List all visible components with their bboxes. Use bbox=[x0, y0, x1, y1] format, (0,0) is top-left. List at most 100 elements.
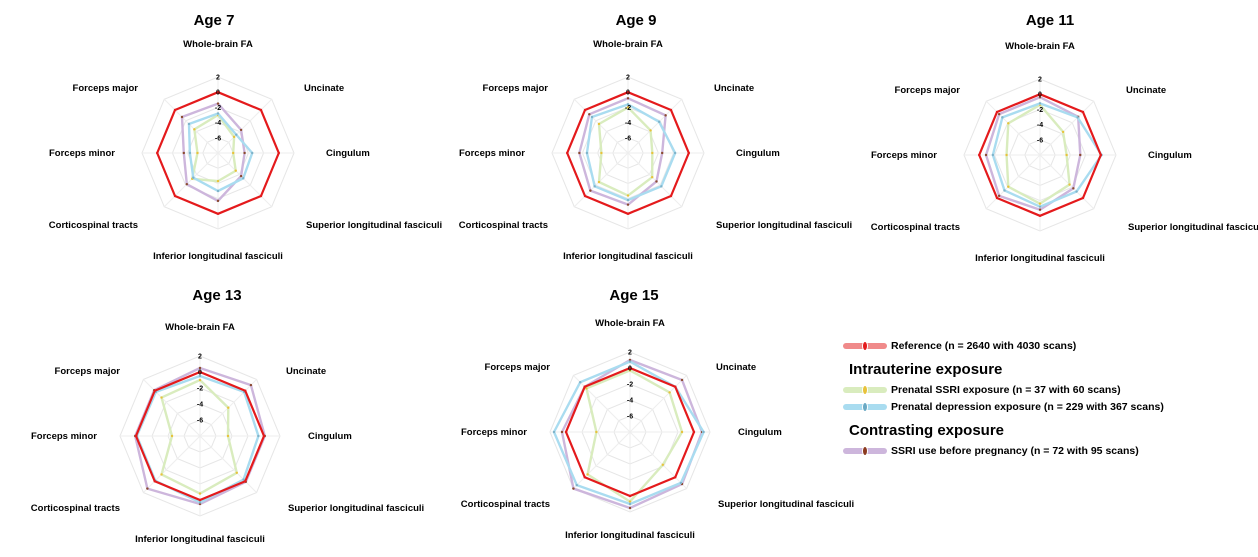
axis-label-forceps-minor: Forceps minor bbox=[459, 148, 525, 159]
data-point bbox=[234, 169, 237, 172]
data-point bbox=[216, 91, 220, 94]
data-point bbox=[259, 108, 263, 112]
grid-spoke bbox=[143, 435, 201, 493]
tick-label: -2 bbox=[625, 105, 631, 112]
data-point bbox=[564, 430, 568, 434]
data-point bbox=[583, 476, 586, 479]
data-point bbox=[626, 97, 630, 100]
axis-label-whole-brain-fa: Whole-brain FA bbox=[165, 322, 235, 333]
data-point bbox=[1007, 185, 1010, 188]
panel-title: Age 15 bbox=[609, 287, 658, 304]
data-point bbox=[680, 378, 684, 382]
data-point bbox=[628, 366, 632, 370]
data-point bbox=[198, 501, 202, 504]
legend-label-depression: Prenatal depression exposure (n = 229 wi… bbox=[891, 400, 1164, 413]
radar-panel-age-11: Age 11 2 0 -2 -4 -6 Whole-brain FA Uncinate Cing… bbox=[871, 12, 1258, 264]
data-point bbox=[628, 494, 632, 498]
data-point bbox=[242, 177, 245, 180]
data-point bbox=[1061, 130, 1065, 134]
data-point bbox=[1038, 214, 1042, 217]
legend: Reference (n = 2640 with 4030 scans) Int… bbox=[843, 337, 1253, 459]
axis-label-whole-brain-fa: Whole-brain FA bbox=[183, 39, 253, 50]
data-point bbox=[661, 151, 664, 155]
grid-spoke bbox=[1039, 100, 1095, 156]
data-point bbox=[588, 113, 591, 116]
data-point bbox=[1076, 116, 1079, 119]
data-point bbox=[1081, 110, 1085, 114]
data-point bbox=[192, 176, 195, 179]
data-point bbox=[156, 151, 159, 155]
tick-label: -4 bbox=[215, 120, 221, 127]
axis-label-cingulum: Cingulum bbox=[1148, 150, 1192, 161]
data-point bbox=[664, 114, 667, 117]
grid-spoke bbox=[629, 431, 687, 489]
panel-title: Age 11 bbox=[1026, 12, 1074, 29]
data-point bbox=[626, 198, 630, 202]
data-point bbox=[702, 430, 705, 434]
data-point bbox=[134, 434, 138, 438]
axis-label-uncinate: Uncinate bbox=[714, 83, 754, 94]
data-point bbox=[583, 108, 587, 112]
data-point bbox=[572, 487, 575, 490]
tick-label: -2 bbox=[627, 382, 633, 389]
data-point bbox=[216, 199, 220, 203]
grid-spoke bbox=[573, 152, 629, 208]
data-point bbox=[193, 128, 196, 131]
data-point bbox=[198, 378, 202, 382]
grid-spoke bbox=[573, 431, 631, 489]
axis-label-inferior-longitudinal-fasciculi: Inferior longitudinal fasciculi bbox=[975, 253, 1105, 264]
radar-panel-age-9: Age 9 2 0 -2 -4 -6 Whole-brain FA Uncinate Cingu… bbox=[459, 12, 852, 262]
data-point bbox=[216, 102, 220, 105]
data-point bbox=[552, 430, 556, 434]
data-point bbox=[1065, 153, 1068, 157]
tick-label: -4 bbox=[625, 120, 631, 127]
tick-label: 0 bbox=[628, 366, 632, 373]
data-point bbox=[1038, 208, 1042, 211]
tick-label: 2 bbox=[628, 350, 632, 357]
data-point bbox=[170, 434, 174, 438]
grid-spoke bbox=[985, 100, 1041, 156]
data-point bbox=[600, 151, 603, 155]
radar-panel-age-7: Age 7 2 0 -2 -4 -6 Whole-brain FA Uncinate Cingu… bbox=[49, 12, 442, 262]
axis-label-whole-brain-fa: Whole-brain FA bbox=[1005, 41, 1075, 52]
axis-label-forceps-minor: Forceps minor bbox=[31, 431, 97, 442]
tick-label: 2 bbox=[198, 354, 202, 361]
data-point bbox=[673, 151, 677, 155]
data-point bbox=[277, 151, 280, 155]
data-point bbox=[262, 434, 266, 438]
data-point bbox=[173, 194, 177, 198]
grid-spoke bbox=[627, 152, 683, 208]
data-point bbox=[1038, 96, 1042, 99]
data-point bbox=[249, 383, 253, 387]
axis-label-forceps-major: Forceps major bbox=[895, 85, 961, 96]
data-point bbox=[595, 430, 598, 434]
panel-title: Age 13 bbox=[192, 287, 241, 304]
data-point bbox=[626, 91, 630, 94]
tick-label: -4 bbox=[197, 402, 203, 409]
axis-label-superior-longitudinal-fasciculi: Superior longitudinal fasciculi bbox=[306, 220, 442, 231]
data-point bbox=[1038, 202, 1042, 205]
axis-label-forceps-minor: Forceps minor bbox=[461, 427, 527, 438]
data-point bbox=[578, 151, 581, 155]
axis-label-uncinate: Uncinate bbox=[716, 362, 756, 373]
legend-item-ssri: Prenatal SSRI exposure (n = 37 with 60 s… bbox=[843, 381, 1253, 398]
grid-spoke bbox=[163, 152, 219, 208]
data-point bbox=[669, 108, 673, 112]
data-point bbox=[1075, 190, 1078, 193]
axis-label-cingulum: Cingulum bbox=[326, 148, 370, 159]
ssri-swatch-icon bbox=[843, 384, 887, 395]
ssri-swatch-dot bbox=[862, 384, 868, 395]
axis-label-inferior-longitudinal-fasciculi: Inferior longitudinal fasciculi bbox=[135, 534, 265, 545]
radar-panel-age-13: Age 13 2 0 -2 -4 -6 Whole-brain FA Uncinate Cing… bbox=[31, 287, 424, 545]
data-point bbox=[680, 430, 684, 434]
data-point bbox=[188, 151, 192, 155]
data-point bbox=[198, 492, 202, 495]
data-point bbox=[628, 506, 632, 510]
data-point bbox=[997, 194, 1001, 198]
radar-panel-age-15: Age 15 2 0 -2 -4 -6 Whole-brain FA Uncinate Cing… bbox=[461, 287, 854, 541]
data-point bbox=[1068, 183, 1071, 186]
depression-swatch-icon bbox=[843, 401, 887, 412]
grid-spoke bbox=[217, 152, 273, 208]
data-point bbox=[251, 151, 254, 155]
tick-label: -2 bbox=[1037, 107, 1043, 114]
